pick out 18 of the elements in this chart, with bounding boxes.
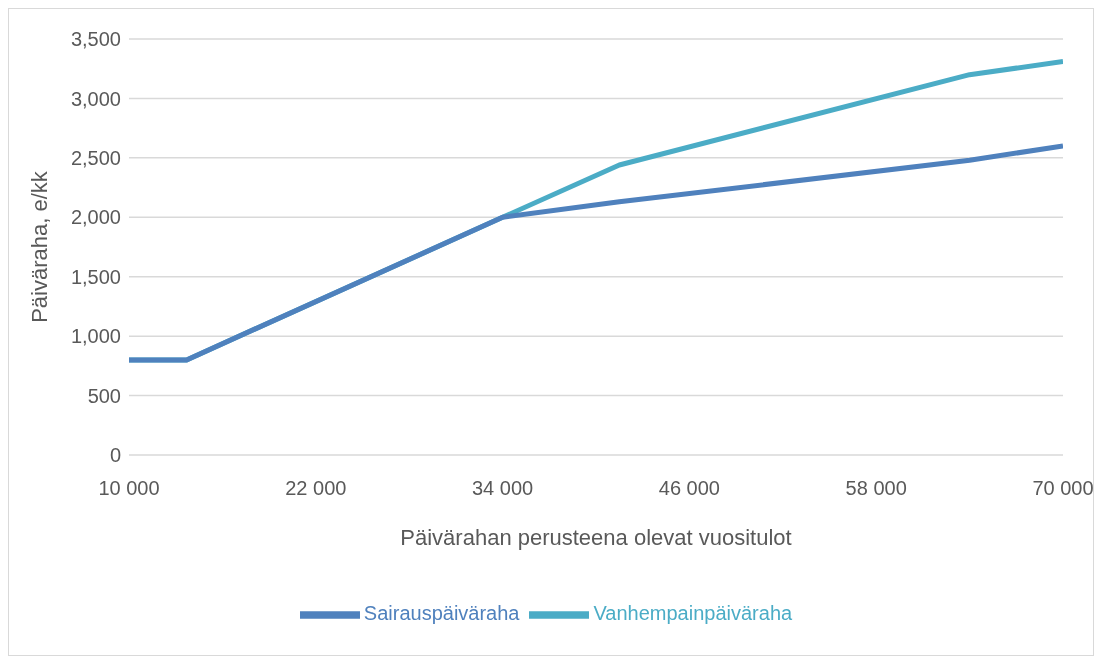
x-axis-title: Päivärahan perusteena olevat vuositulot [400, 525, 792, 550]
legend-label: Vanhempainpäiväraha [593, 602, 793, 625]
x-tick-label: 58 000 [845, 477, 907, 500]
y-tick-label: 2,000 [70, 206, 121, 229]
y-tick-label: 1,000 [70, 325, 121, 348]
y-tick-label: 2,500 [70, 146, 121, 169]
legend-label: Sairauspäiväraha [363, 602, 520, 625]
x-tick-label: 22 000 [285, 477, 347, 500]
y-axis-title: Päiväraha, e/kk [26, 170, 52, 323]
x-tick-label: 34 000 [472, 477, 534, 500]
x-tick-label: 46 000 [658, 477, 720, 500]
y-tick-label: 500 [87, 384, 121, 407]
y-tick-label: 3,000 [70, 87, 121, 110]
y-tick-label: 0 [109, 444, 121, 467]
y-tick-label: 3,500 [70, 28, 121, 51]
x-tick-label: 70 000 [1032, 477, 1094, 500]
x-tick-label: 10 000 [98, 477, 160, 500]
y-tick-label: 1,500 [70, 265, 121, 288]
